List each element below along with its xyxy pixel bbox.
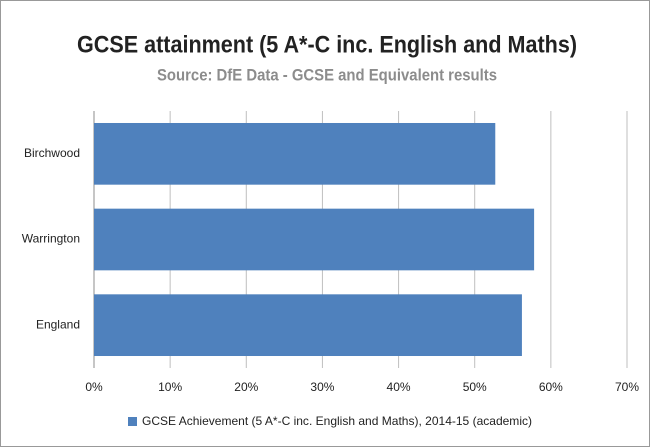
x-tick-label: 50%	[463, 380, 487, 394]
x-tick-label: 60%	[539, 380, 563, 394]
x-tick-label: 70%	[615, 380, 639, 394]
x-tick-label: 0%	[85, 380, 103, 394]
chart-subtitle: Source: DfE Data - GCSE and Equivalent r…	[157, 65, 497, 84]
bar	[94, 122, 496, 185]
chart-title: GCSE attainment (5 A*-C inc. English and…	[77, 31, 577, 58]
x-tick-label: 30%	[310, 380, 334, 394]
bar	[94, 208, 535, 271]
bar	[94, 294, 522, 357]
y-tick-label: Warrington	[22, 232, 80, 246]
x-tick-label: 20%	[234, 380, 258, 394]
y-tick-label: Birchwood	[24, 146, 80, 160]
legend-swatch	[128, 417, 137, 426]
x-tick-label: 40%	[387, 380, 411, 394]
y-tick-label: England	[36, 317, 80, 331]
x-tick-label: 10%	[158, 380, 182, 394]
legend-label: GCSE Achievement (5 A*-C inc. English an…	[142, 414, 532, 428]
